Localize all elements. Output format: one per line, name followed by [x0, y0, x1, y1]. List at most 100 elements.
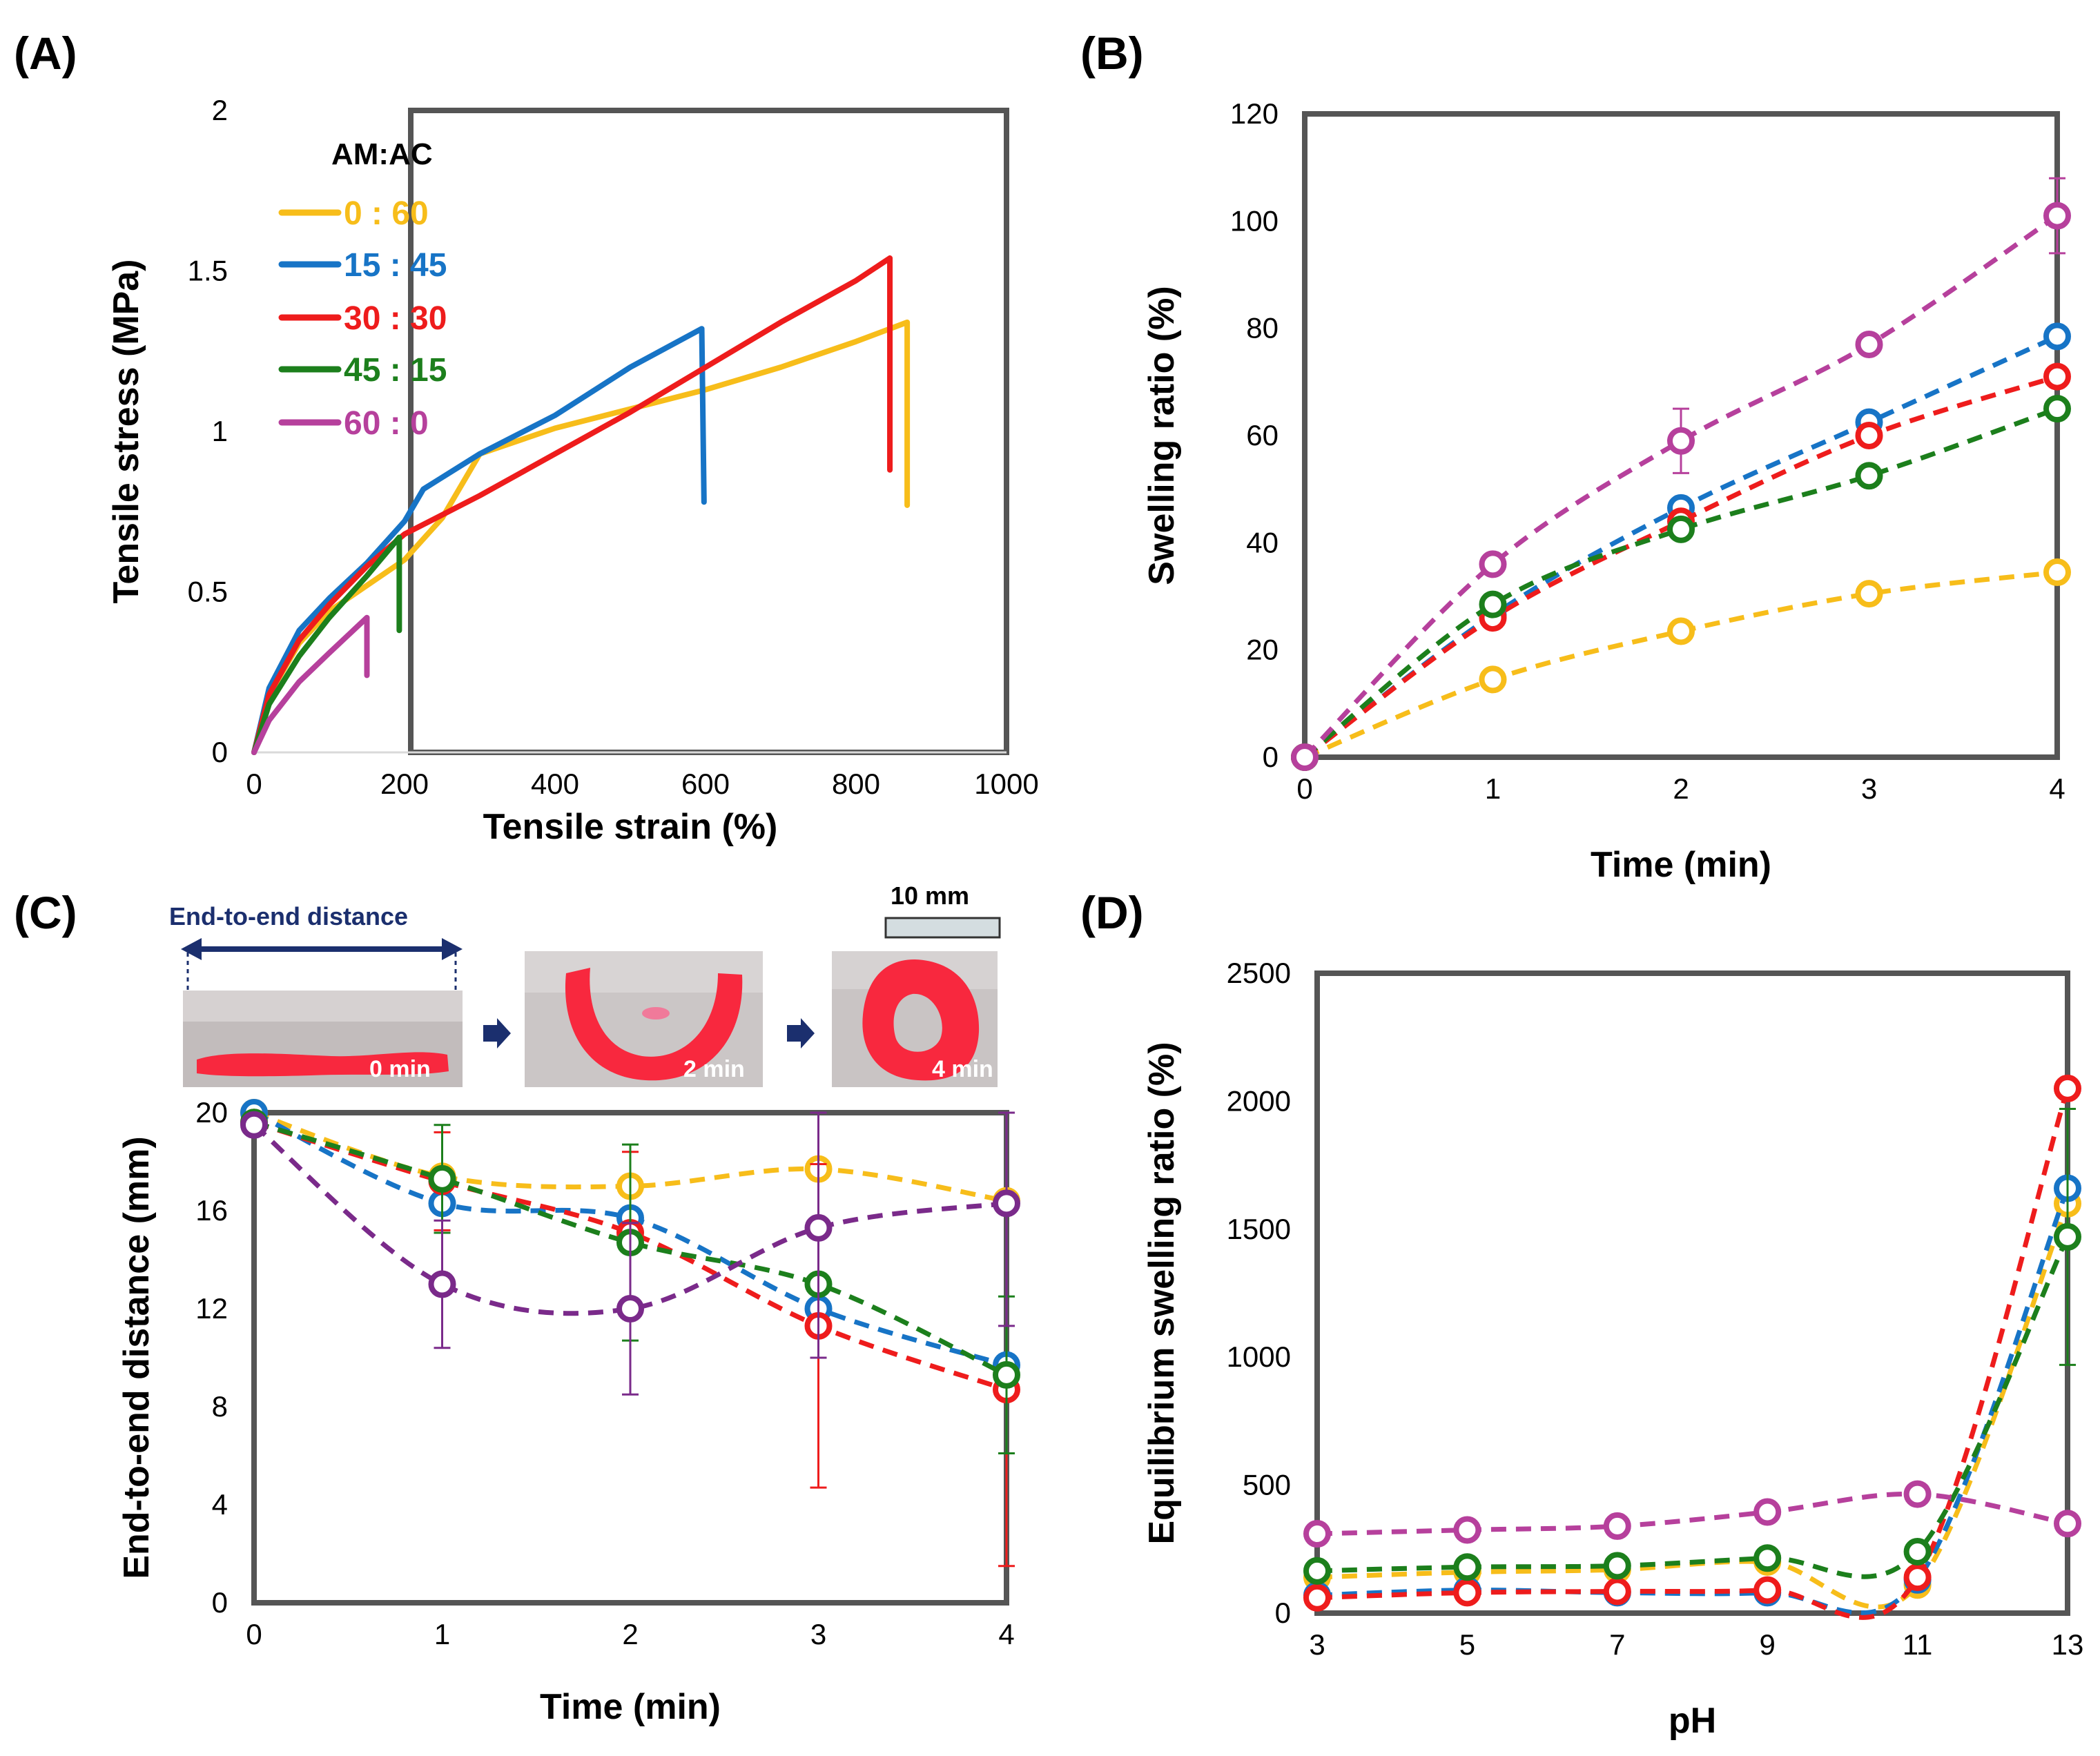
- data-point-60-0: [1903, 1480, 1932, 1508]
- x-tick-label: 4: [998, 1618, 1014, 1650]
- equilibrium-swelling-ph-chart: 3 5 7 9 11 13 0 500 1000 1500 2000 2500 pH Equilibriu…: [1142, 957, 2083, 1741]
- data-point-30-30: [1753, 1576, 1782, 1604]
- x-tick-label: 2: [1673, 772, 1689, 805]
- panel-label-c: (C): [14, 887, 77, 938]
- x-axis-title: Time (min): [540, 1687, 721, 1727]
- x-tick-label: 200: [380, 768, 429, 800]
- scale-bar: [884, 917, 1001, 939]
- data-point-60-0: [616, 1295, 644, 1323]
- x-tick-label: 3: [810, 1618, 826, 1650]
- plot-frame: [1302, 111, 2060, 760]
- panel-label-a: (A): [14, 28, 77, 79]
- data-point-60-0: [1303, 1520, 1331, 1548]
- y-tick-label: 4: [212, 1488, 228, 1521]
- hydrogel-strip: [197, 1052, 449, 1077]
- arrow-right-icon: [442, 938, 463, 960]
- data-point-0-60: [1667, 617, 1695, 645]
- x-tick-label: 0: [246, 768, 262, 800]
- data-point-45-15: [2054, 1222, 2081, 1251]
- series-line-45-15: [1303, 406, 2059, 759]
- y-tick-label: 8: [212, 1390, 228, 1423]
- y-axis-title: Tensile stress (MPa): [106, 259, 146, 603]
- x-tick-label: 0: [246, 1618, 262, 1650]
- data-point-45-15: [1855, 462, 1883, 490]
- data-point-0-60: [1855, 580, 1883, 608]
- photo-time-label-0: 0 min: [369, 1056, 431, 1082]
- y-tick-label: 0.5: [188, 576, 228, 608]
- series-line-30-30: [1316, 1087, 2070, 1620]
- y-tick-label: 500: [1243, 1469, 1291, 1501]
- x-tick-label: 1: [1485, 772, 1501, 805]
- series-line-45-15: [1316, 1236, 2070, 1579]
- legend-label-60-0: 60 : 0: [344, 405, 429, 442]
- x-tick-label: 3: [1309, 1628, 1325, 1661]
- photo-inset: End-to-end distance 0 min 2 min 4: [169, 881, 1001, 1087]
- data-point-60-0: [1453, 1516, 1481, 1544]
- x-tick-label: 600: [681, 768, 730, 800]
- series-line-0-60: [1303, 569, 2058, 760]
- y-tick-label: 80: [1246, 312, 1279, 344]
- data-point-30-30: [1453, 1579, 1481, 1607]
- data-point-60-0: [1667, 427, 1695, 455]
- data-point-60-0: [1855, 330, 1883, 358]
- legend-label-0-60: 0 : 60: [344, 195, 429, 232]
- y-tick-label: 1000: [1227, 1340, 1291, 1373]
- series-line-15-45: [1316, 1187, 2070, 1616]
- x-tick-label: 800: [832, 768, 880, 800]
- y-tick-label: 2: [212, 94, 228, 126]
- series-line-0-60: [1316, 1202, 2070, 1610]
- x-axis-title: pH: [1669, 1701, 1716, 1741]
- data-point-45-15: [1479, 590, 1507, 618]
- scale-bar-label: 10 mm: [891, 881, 969, 910]
- y-axis-title: End-to-end distance (mm): [117, 1136, 157, 1579]
- data-point-45-15: [428, 1164, 456, 1193]
- data-point-60-0: [240, 1111, 268, 1139]
- series-line-60-0: [252, 1123, 1007, 1316]
- y-tick-label: 1500: [1227, 1213, 1291, 1245]
- y-tick-label: 2000: [1227, 1084, 1291, 1117]
- photo-time-label-4: 4 min: [932, 1056, 993, 1082]
- y-tick-label: 20: [195, 1096, 228, 1129]
- legend-label-45-15: 45 : 15: [344, 352, 447, 389]
- series-line-30-30: [253, 1120, 1008, 1392]
- y-tick-label: 0: [212, 736, 228, 768]
- x-tick-label: 400: [531, 768, 579, 800]
- arrow-left-icon: [181, 938, 202, 960]
- x-tick-label: 1: [434, 1618, 450, 1650]
- data-point-30-30: [1903, 1563, 1932, 1592]
- series-line-15-45: [1303, 334, 2059, 759]
- data-point-45-15: [1667, 515, 1695, 543]
- x-tick-label: 0: [1296, 772, 1312, 805]
- data-point-60-0: [1753, 1498, 1782, 1526]
- data-point-30-30: [1855, 422, 1883, 449]
- y-tick-label: 1.5: [188, 255, 228, 287]
- data-point-0-60: [1479, 665, 1507, 694]
- data-point-45-15: [1603, 1552, 1631, 1580]
- y-tick-label: 12: [195, 1292, 228, 1325]
- photo-0-min: 0 min: [183, 991, 463, 1087]
- x-tick-label: 5: [1459, 1628, 1475, 1661]
- stress-strain-chart: 0 200 400 600 800 1000 0 0.5 1 1.5 2 Tensile strain…: [106, 94, 1039, 847]
- data-point-60-0: [428, 1270, 456, 1298]
- y-tick-label: 100: [1230, 204, 1279, 237]
- y-tick-label: 1: [212, 415, 228, 447]
- x-tick-label: 9: [1760, 1628, 1776, 1661]
- series-line-45-15: [253, 1120, 1008, 1378]
- data-point-30-30: [2043, 362, 2071, 391]
- panel-label-d: (D): [1080, 887, 1144, 938]
- data-point-30-30: [2054, 1074, 2081, 1102]
- y-tick-label: 40: [1246, 526, 1279, 558]
- y-tick-label: 0: [1263, 741, 1279, 773]
- data-point-45-15: [1753, 1544, 1782, 1572]
- series-line-15-45: [251, 326, 707, 755]
- y-axis-title: Equilibrium swelling ratio (%): [1142, 1042, 1182, 1544]
- y-tick-label: 60: [1246, 419, 1279, 451]
- legend-label-30-30: 30 : 30: [344, 300, 447, 337]
- x-tick-label: 2: [622, 1618, 638, 1650]
- legend-title: AM:AC: [331, 137, 433, 171]
- y-tick-label: 0: [212, 1586, 228, 1619]
- data-point-45-15: [1453, 1553, 1481, 1581]
- x-tick-label: 1000: [974, 768, 1038, 800]
